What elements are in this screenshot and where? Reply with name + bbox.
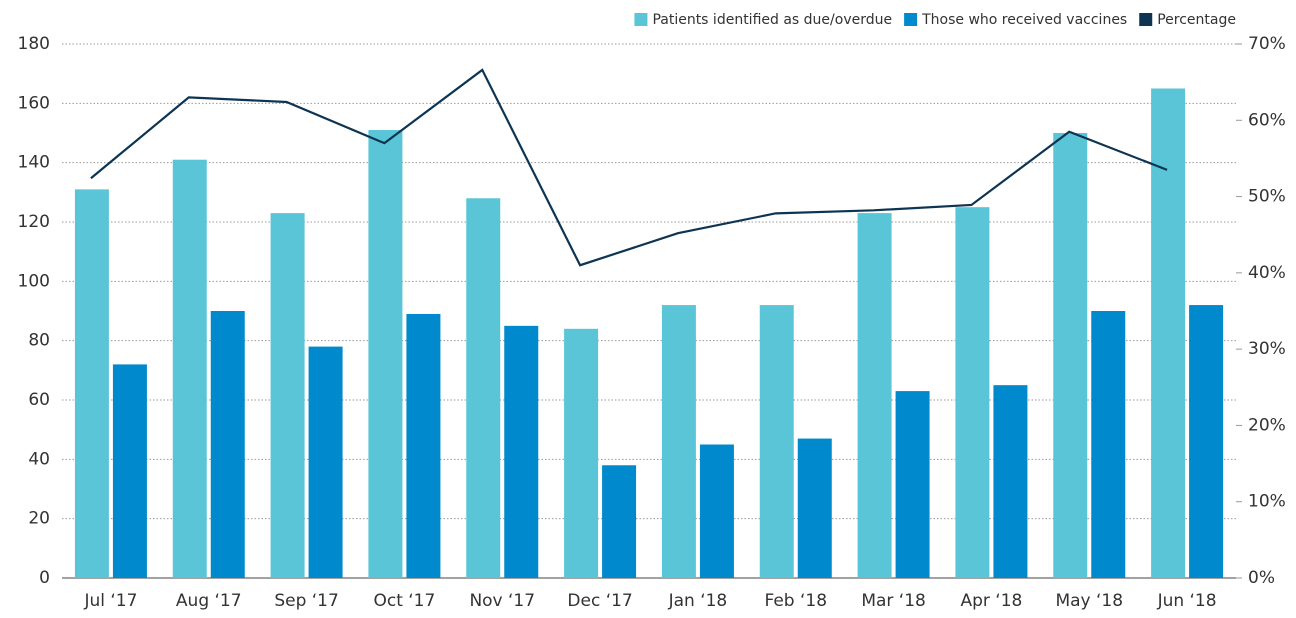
y-tick-label: 80 (28, 331, 50, 351)
x-tick-label: Feb ‘18 (764, 591, 827, 611)
legend-label: Those who received vaccines (921, 12, 1127, 28)
legend-label: Patients identified as due/overdue (652, 12, 892, 28)
bar (308, 346, 343, 578)
x-tick-label: Dec ‘17 (567, 591, 632, 611)
y2-tick-label: 40% (1248, 263, 1286, 283)
x-tick-label: Aug ‘17 (176, 591, 242, 611)
bar (172, 159, 207, 578)
y-tick-label: 40 (28, 449, 50, 469)
x-tick-label: May ‘18 (1055, 591, 1123, 611)
x-tick-label: Jun ‘18 (1157, 591, 1217, 611)
bar (1053, 133, 1088, 578)
x-tick-label: Nov ‘17 (469, 591, 535, 611)
x-tick-label: Mar ‘18 (861, 591, 926, 611)
x-tick-label: Apr ‘18 (960, 591, 1022, 611)
bar (993, 385, 1028, 578)
legend-swatch (1139, 13, 1153, 26)
legend-swatch (634, 13, 648, 26)
y2-tick-label: 50% (1248, 187, 1286, 207)
y2-tick-label: 30% (1248, 339, 1286, 359)
bar (661, 305, 696, 578)
bar (406, 313, 441, 578)
bar (74, 189, 109, 578)
bar (564, 328, 599, 578)
bar (895, 391, 930, 578)
x-tick-label: Oct ‘17 (373, 591, 435, 611)
x-tick-label: Jul ‘17 (83, 591, 137, 611)
bar (699, 444, 734, 578)
bar (270, 213, 305, 578)
y-tick-label: 140 (18, 153, 50, 173)
legend-swatch (904, 13, 918, 26)
bar (857, 213, 892, 578)
y-tick-label: 100 (18, 271, 50, 291)
y-tick-label: 20 (28, 509, 50, 529)
y2-tick-label: 60% (1248, 110, 1286, 130)
bar (759, 305, 794, 578)
x-tick-label: Jan ‘18 (668, 591, 728, 611)
y-tick-label: 120 (18, 212, 50, 232)
x-tick-label: Sep ‘17 (274, 591, 338, 611)
y-tick-label: 180 (18, 34, 50, 54)
y-tick-label: 160 (18, 93, 50, 113)
bar (112, 364, 147, 578)
bar (466, 198, 501, 578)
bar (797, 438, 832, 578)
bar (955, 207, 990, 578)
y2-tick-label: 70% (1248, 34, 1286, 54)
y2-tick-label: 20% (1248, 415, 1286, 435)
bar (368, 130, 403, 579)
bar (602, 465, 637, 578)
bar (504, 325, 539, 578)
y-tick-label: 60 (28, 390, 50, 410)
legend-label: Percentage (1157, 12, 1236, 28)
bar (1151, 88, 1186, 578)
bar (210, 311, 245, 578)
bar (1189, 305, 1224, 578)
y2-tick-label: 0% (1248, 568, 1275, 588)
line (90, 68, 1168, 267)
y-tick-label: 0 (39, 568, 50, 588)
y2-tick-label: 10% (1248, 492, 1286, 512)
bar (1091, 311, 1126, 578)
